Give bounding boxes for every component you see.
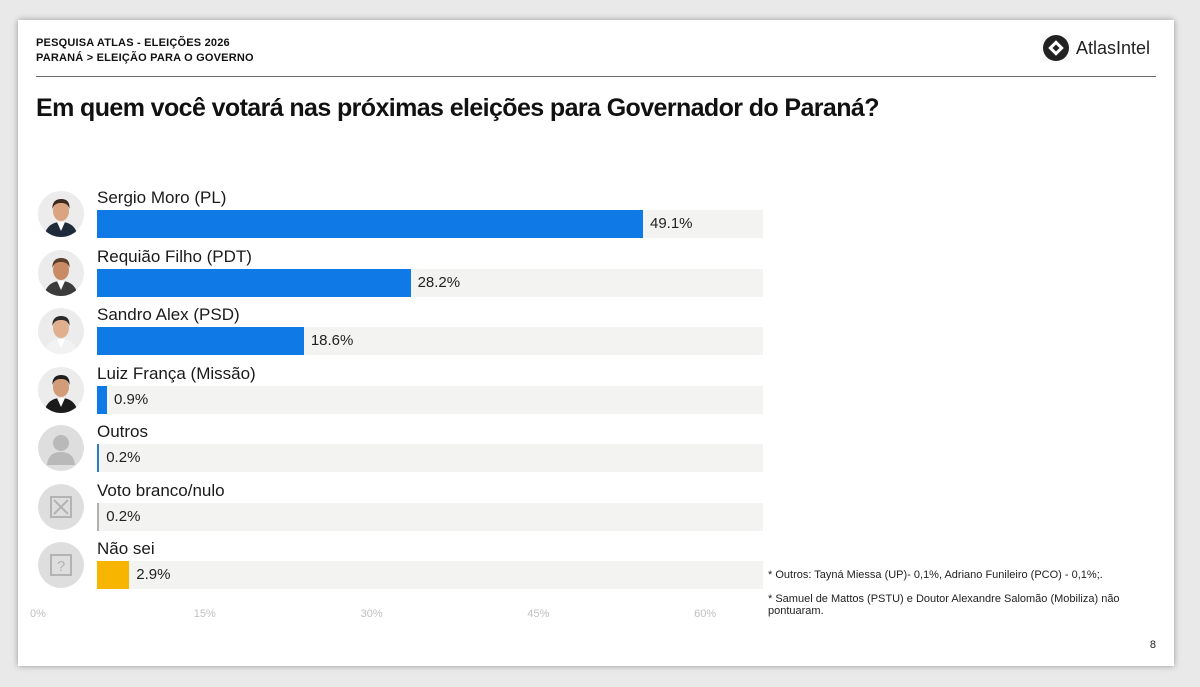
bar-track: 49.1% [97, 210, 763, 238]
note-outros: * Outros: Tayná Miessa (UP)- 0,1%, Adria… [768, 569, 1103, 581]
x-tick-label: 15% [193, 608, 216, 620]
category-label: Não sei [97, 539, 155, 558]
bar [97, 210, 643, 238]
candidate-photo-icon [38, 366, 84, 413]
bar [97, 268, 411, 297]
data-label: 2.9% [136, 566, 171, 583]
candidate-photo-icon [38, 308, 84, 354]
slide: PESQUISA ATLAS - ELEIÇÕES 2026 PARANÁ > … [18, 20, 1174, 666]
candidate-photo-icon [38, 249, 84, 296]
bar [97, 502, 100, 531]
bar-track: 0.2% [97, 502, 763, 531]
x-tick-label: 30% [360, 608, 383, 620]
atlasintel-logo: AtlasIntel [1042, 34, 1150, 62]
x-box-icon [38, 483, 84, 530]
x-tick-label: 60% [694, 608, 717, 620]
bar-track: 28.2% [97, 268, 763, 297]
x-tick-label: 0% [30, 608, 46, 620]
question-box-icon: ? [38, 542, 84, 588]
category-label: Outros [97, 422, 149, 441]
bar-track: 0.2% [97, 444, 763, 472]
bar-track: 18.6% [97, 327, 763, 355]
data-label: 49.1% [649, 215, 693, 232]
data-label: 0.2% [106, 507, 141, 525]
candidate-photo-icon [38, 191, 84, 237]
bar [97, 385, 107, 414]
header-divider [36, 76, 1156, 77]
bar [97, 561, 130, 589]
category-label: Voto branco/nulo [97, 480, 225, 500]
breadcrumb: PARANÁ > ELEIÇÃO PARA O GOVERNO [36, 52, 254, 64]
data-label: 0.2% [106, 449, 141, 466]
atlas-logo-icon [1042, 35, 1069, 61]
category-label: Sandro Alex (PSD) [97, 305, 240, 324]
bar [97, 327, 304, 355]
logo-text: AtlasIntel [1075, 37, 1150, 58]
bar-track: 2.9% [97, 561, 763, 589]
data-label: 28.2% [417, 273, 461, 291]
data-label: 18.6% [310, 332, 354, 349]
category-label: Luiz França (Missão) [97, 363, 256, 383]
person-silhouette-icon [38, 425, 84, 471]
category-label: Sergio Moro (PL) [97, 188, 227, 207]
survey-header: PESQUISA ATLAS - ELEIÇÕES 2026 PARANÁ > … [36, 36, 254, 66]
bar [97, 444, 100, 472]
svg-text:?: ? [57, 558, 65, 575]
question-title: Em quem você votará nas próximas eleiçõe… [36, 94, 879, 122]
category-label: Requião Filho (PDT) [97, 246, 252, 266]
survey-title: PESQUISA ATLAS - ELEIÇÕES 2026 [36, 37, 230, 49]
data-label: 0.9% [114, 390, 149, 408]
note-nao-pontuaram: * Samuel de Mattos (PSTU) e Doutor Alexa… [768, 593, 1120, 617]
bar-track: 0.9% [97, 385, 763, 414]
page-number: 8 [1149, 639, 1156, 651]
x-tick-label: 45% [527, 608, 550, 620]
